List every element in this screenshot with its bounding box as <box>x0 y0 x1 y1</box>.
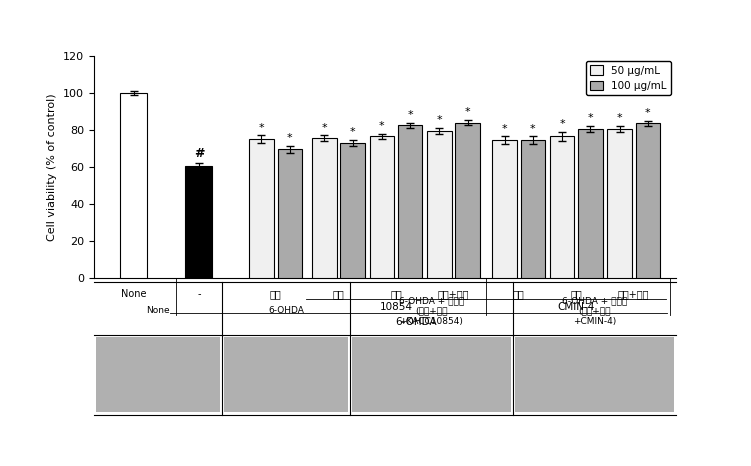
Text: *: * <box>287 133 293 143</box>
Bar <box>398 125 423 278</box>
Y-axis label: Cell viability (% of control): Cell viability (% of control) <box>47 93 58 241</box>
Text: *: * <box>502 123 508 134</box>
Text: CMIN-4: CMIN-4 <box>557 302 595 312</box>
Text: 효소: 효소 <box>390 289 402 299</box>
Text: *: * <box>465 107 471 117</box>
Text: 6-OHDA + 발효물
(백국+효소
+KACC10854): 6-OHDA + 발효물 (백국+효소 +KACC10854) <box>399 296 464 326</box>
Bar <box>369 137 394 278</box>
Bar <box>492 140 517 278</box>
Bar <box>278 150 302 278</box>
Text: 백국+효소: 백국+효소 <box>438 289 469 299</box>
Text: 10854: 10854 <box>379 302 412 312</box>
Text: *: * <box>587 113 593 123</box>
Bar <box>550 137 575 278</box>
Bar <box>427 131 451 278</box>
Bar <box>340 143 365 278</box>
Text: *: * <box>645 108 650 118</box>
Bar <box>578 129 602 278</box>
Bar <box>249 139 273 278</box>
Bar <box>520 140 545 278</box>
Text: -: - <box>198 289 201 299</box>
Text: *: * <box>530 123 535 134</box>
Text: 백국+효소: 백국+효소 <box>618 289 650 299</box>
Bar <box>455 123 480 278</box>
Bar <box>120 93 147 278</box>
Bar <box>514 337 674 412</box>
Text: 6-OHDA: 6-OHDA <box>396 317 437 327</box>
Text: *: * <box>379 121 385 131</box>
Bar <box>224 337 348 412</box>
Text: *: * <box>436 115 442 125</box>
Text: 6-OHDA: 6-OHDA <box>268 306 304 315</box>
Text: #: # <box>194 147 204 160</box>
Text: None: None <box>146 306 170 315</box>
Bar <box>185 166 213 278</box>
Bar <box>608 129 632 278</box>
Text: 효소: 효소 <box>570 289 582 299</box>
Bar <box>635 123 660 278</box>
Text: *: * <box>559 119 565 129</box>
Text: *: * <box>617 113 623 123</box>
Text: *: * <box>407 110 413 120</box>
Text: 생강: 생강 <box>270 289 282 299</box>
Bar <box>95 337 220 412</box>
Text: 생강: 생강 <box>333 289 345 299</box>
Text: 생강: 생강 <box>513 289 525 299</box>
Text: *: * <box>350 127 355 137</box>
Text: None: None <box>121 289 146 299</box>
Bar <box>351 337 511 412</box>
Text: 6-OHDA + 발효물
(백국+효소
+CMIN-4): 6-OHDA + 발효물 (백국+효소 +CMIN-4) <box>562 296 627 326</box>
Legend: 50 μg/mL, 100 μg/mL: 50 μg/mL, 100 μg/mL <box>586 61 671 95</box>
Text: *: * <box>258 123 264 133</box>
Bar <box>312 138 336 278</box>
Text: *: * <box>321 123 327 133</box>
